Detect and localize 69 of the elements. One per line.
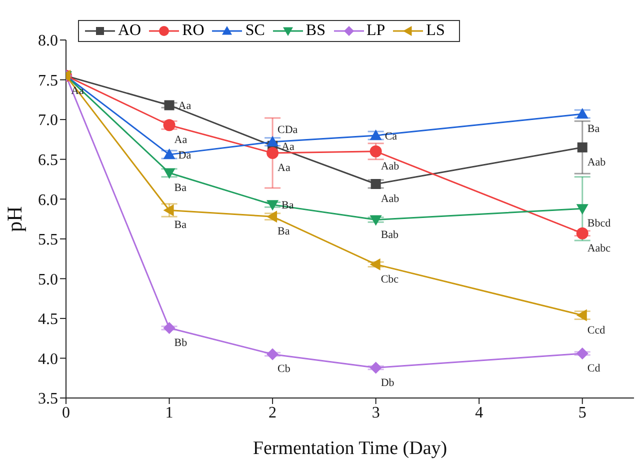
point — [266, 136, 279, 146]
y-tick-label: 4.5 — [38, 311, 58, 328]
point — [266, 200, 279, 211]
x-axis-title: Fermentation Time (Day) — [252, 438, 448, 459]
data-label: Da — [178, 150, 192, 162]
data-label: Ccd — [587, 324, 606, 336]
data-label: Ba — [174, 219, 187, 232]
point — [370, 215, 382, 226]
data-label: Aa — [178, 100, 192, 112]
data-label: Ba — [278, 226, 290, 238]
point — [370, 362, 382, 374]
legend-label: SC — [245, 22, 265, 40]
point — [576, 227, 588, 240]
legend-label: RO — [182, 22, 204, 40]
y-tick-label: 5.5 — [38, 232, 58, 249]
point — [370, 145, 382, 158]
data-label: Cb — [278, 363, 291, 376]
data-label: Cd — [587, 362, 601, 374]
data-label: Bbcd — [587, 218, 612, 230]
point — [370, 258, 380, 270]
data-label: Cbc — [380, 273, 399, 286]
x-tick-label: 4 — [475, 404, 484, 422]
point — [163, 148, 176, 160]
data-label: Aab — [587, 156, 606, 168]
x-tick-label: 1 — [165, 404, 174, 422]
data-label: Aab — [380, 192, 400, 205]
data-label: Ba — [587, 122, 600, 135]
legend-label: BS — [306, 22, 326, 40]
point — [576, 204, 588, 215]
y-tick-label: 6.5 — [38, 152, 58, 170]
data-label: CDa — [278, 124, 298, 136]
point — [163, 322, 176, 334]
point — [163, 204, 174, 216]
data-label: Ba — [174, 182, 187, 194]
point — [266, 210, 278, 223]
legend-label: AO — [118, 22, 142, 40]
point — [576, 347, 588, 360]
point — [576, 309, 587, 322]
point — [266, 146, 279, 159]
x-tick-label: 0 — [62, 404, 70, 422]
point — [164, 100, 174, 110]
x-tick-label: 2 — [268, 404, 277, 422]
point — [370, 129, 382, 140]
data-label: Aa — [282, 140, 294, 153]
data-label: Bb — [174, 336, 188, 349]
point — [370, 178, 381, 189]
x-tick-label: 3 — [372, 404, 380, 422]
x-tick-label: 5 — [578, 404, 586, 422]
point — [266, 348, 279, 360]
point — [577, 142, 588, 152]
y-tick-label: 6.0 — [38, 192, 58, 209]
data-label: Aa — [278, 162, 290, 174]
y-axis-title: pH — [2, 206, 26, 232]
data-label: Aabc — [587, 242, 611, 254]
point — [163, 119, 176, 132]
legend-label: LP — [366, 22, 386, 40]
y-tick-label: 7.0 — [38, 112, 58, 130]
point — [163, 168, 176, 179]
data-label: Db — [380, 376, 395, 389]
y-tick-label: 8.0 — [38, 32, 58, 50]
y-tick-label: 5.0 — [38, 271, 58, 288]
data-label: Aa — [174, 134, 188, 146]
y-tick-label: 7.5 — [38, 72, 58, 90]
y-tick-label: 3.5 — [38, 390, 58, 408]
point — [576, 108, 588, 118]
data-label: Aab — [380, 160, 400, 172]
y-tick-label: 4.0 — [38, 350, 58, 368]
data-label: Bab — [380, 228, 400, 241]
legend-label: LS — [426, 22, 445, 40]
